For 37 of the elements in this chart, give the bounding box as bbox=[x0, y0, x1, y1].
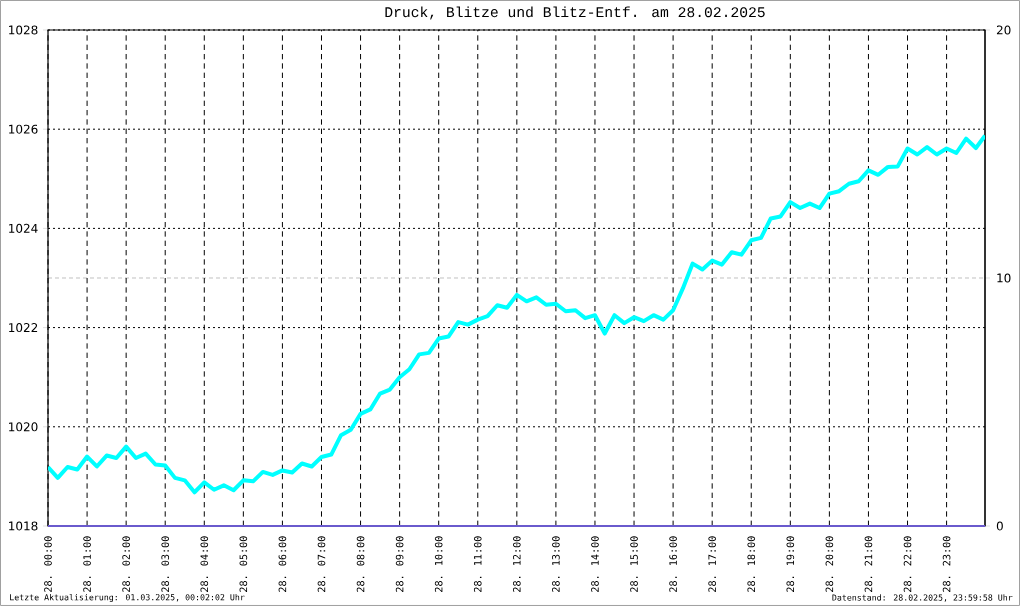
y-tick-label: 1018 bbox=[9, 521, 38, 531]
y-tick-label: 1028 bbox=[9, 25, 38, 35]
x-tick-label: 28. 01:00 bbox=[83, 536, 91, 592]
y-tick-label: 1026 bbox=[9, 124, 38, 134]
x-tick-label: 28. 19:00 bbox=[786, 536, 795, 592]
y-tick-label: 1022 bbox=[9, 323, 38, 333]
x-tick-label: 28. 16:00 bbox=[669, 536, 677, 592]
chart-title: Druck, Blitze und Blitz-Entf. am 28.02.2025 bbox=[385, 6, 765, 20]
line-series bbox=[48, 133, 985, 495]
x-tick-label: 28. 02:00 bbox=[122, 536, 130, 592]
y2-tick-label: 20 bbox=[996, 25, 1011, 35]
y2-tick-label: 0 bbox=[996, 521, 1003, 531]
x-tick-label: 28. 18:00 bbox=[747, 536, 756, 592]
x-tick-label: 28. 09:00 bbox=[395, 536, 404, 592]
x-tick-label: 28. 07:00 bbox=[317, 536, 326, 592]
x-tick-label: 28. 20:00 bbox=[825, 536, 834, 592]
x-tick-label: 28. 03:00 bbox=[161, 536, 170, 592]
x-tick-label: 28. 04:00 bbox=[200, 536, 209, 592]
x-tick-label: 28. 06:00 bbox=[278, 536, 287, 592]
text: Datenstand: 28.02.2025, 23:59:58 Uhr bbox=[832, 594, 1013, 602]
y-tick-label: 1020 bbox=[9, 422, 38, 432]
x-tick-label: 28. 05:00 bbox=[239, 536, 248, 592]
y-tick-label: 1024 bbox=[9, 223, 38, 233]
text: Letzte Aktualisierung: 01.03.2025, 00:02:02 Uhr bbox=[10, 593, 245, 603]
x-tick-label: 28. 08:00 bbox=[356, 536, 365, 592]
y2-tick-label: 10 bbox=[997, 273, 1011, 283]
x-tick-label: 28. 00:00 bbox=[44, 536, 52, 592]
x-tick-label: 28. 13:00 bbox=[552, 536, 560, 592]
x-tick-label: 28. 21:00 bbox=[864, 536, 873, 592]
x-tick-label: 28. 17:00 bbox=[708, 536, 717, 592]
x-tick-label: 28. 15:00 bbox=[630, 536, 638, 592]
x-tick-label: 28. 14:00 bbox=[591, 536, 599, 592]
x-tick-label: 28. 11:00 bbox=[473, 536, 482, 592]
x-tick-label: 28. 10:00 bbox=[434, 536, 443, 592]
x-tick-label: 28. 22:00 bbox=[903, 536, 912, 592]
x-tick-label: 28. 12:00 bbox=[512, 536, 521, 592]
x-tick-label: 28. 23:00 bbox=[942, 536, 951, 592]
